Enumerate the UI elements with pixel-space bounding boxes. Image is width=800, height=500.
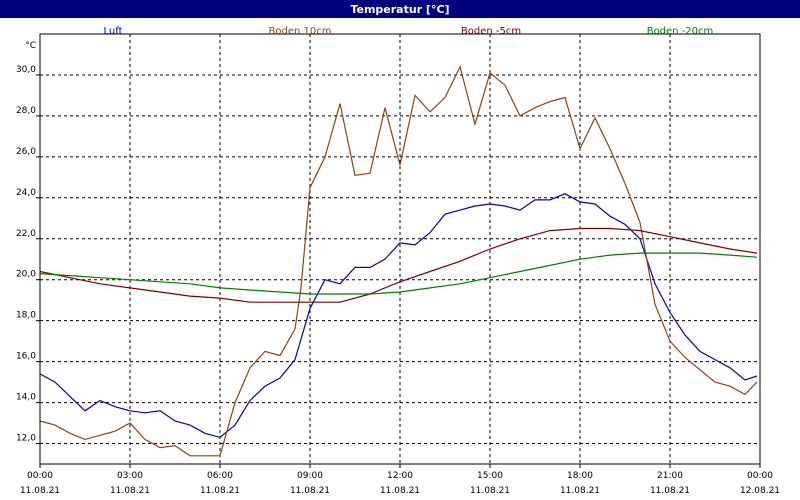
y-tick-label: 14,0 <box>16 393 36 403</box>
plot-frame <box>39 33 761 465</box>
series-line-4 <box>39 252 758 295</box>
chart-title: Temperatur [°C] <box>350 3 449 16</box>
y-tick-label: 24,0 <box>16 188 36 198</box>
y-tick-label: 12,0 <box>16 434 36 444</box>
x-tick-date-label: 11.08.21 <box>470 486 510 496</box>
x-tick-time-label: 18:00 <box>567 471 593 481</box>
series-line-1 <box>39 193 758 439</box>
x-tick-time-label: 00:00 <box>27 471 53 481</box>
x-tick-time-label: 00:00 <box>747 471 773 481</box>
x-tick-time-label: 03:00 <box>117 471 143 481</box>
x-tick-date-label: 11.08.21 <box>560 486 600 496</box>
legend-entry-2: Boden 10cm <box>269 26 332 37</box>
x-tick-date-label: 12.08.21 <box>740 486 780 496</box>
x-tick-time-label: 21:00 <box>657 471 683 481</box>
x-tick-date-label: 11.08.21 <box>110 486 150 496</box>
x-tick-time-label: 09:00 <box>297 471 323 481</box>
legend-entry-1: Luft <box>104 26 123 37</box>
series-line-2 <box>39 65 758 457</box>
y-tick-label: 26,0 <box>16 147 36 157</box>
legend-entry-3: Boden -5cm <box>461 26 521 37</box>
y-tick-label: 28,0 <box>16 106 36 116</box>
legend: Luft Boden 10cm Boden -5cm Boden -20cm <box>104 26 714 37</box>
title-bar <box>0 0 800 18</box>
series-line-3 <box>39 227 758 303</box>
y-tick-label: 16,0 <box>16 352 36 362</box>
x-tick-date-label: 11.08.21 <box>20 486 60 496</box>
y-tick-label: 18,0 <box>16 311 36 321</box>
x-tick-date-label: 11.08.21 <box>650 486 690 496</box>
y-axis-ticks: 12,0 14,0 16,0 18,0 20,0 22,0 24,0 26,0 28,0 30,0 <box>16 65 40 445</box>
y-tick-label: 20,0 <box>16 270 36 280</box>
x-tick-time-label: 12:00 <box>387 471 413 481</box>
x-axis-ticks: 00:00 11.08.21 03:00 11.08.21 06:00 11.08.21 0… <box>20 464 780 496</box>
series-lines <box>39 65 758 457</box>
legend-entry-4: Boden -20cm <box>647 26 714 37</box>
x-tick-time-label: 06:00 <box>207 471 233 481</box>
x-tick-date-label: 11.08.21 <box>200 486 240 496</box>
x-tick-date-label: 11.08.21 <box>290 486 330 496</box>
grid <box>40 34 760 464</box>
y-axis-unit-label: °C <box>25 41 36 51</box>
x-tick-date-label: 11.08.21 <box>380 486 420 496</box>
y-tick-label: 30,0 <box>16 65 36 75</box>
x-tick-time-label: 15:00 <box>477 471 503 481</box>
y-tick-label: 22,0 <box>16 229 36 239</box>
